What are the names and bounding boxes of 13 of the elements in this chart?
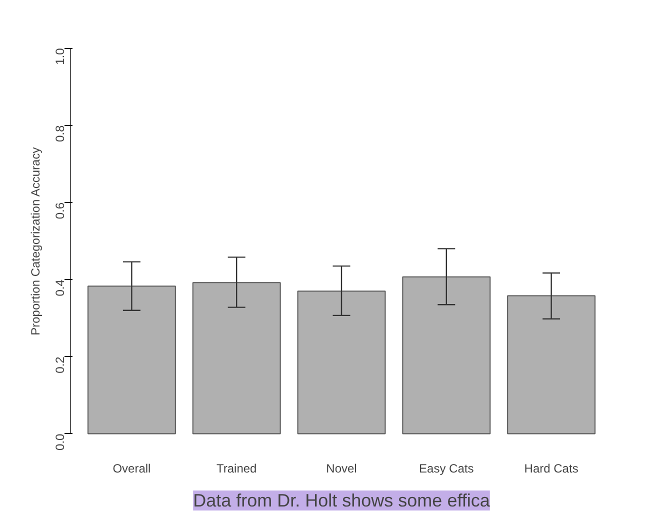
x-tick-label: Overall [112,462,151,476]
y-tick-label: 0.8 [53,125,67,142]
x-tick-label: Hard Cats [524,462,578,476]
y-tick-label: 0.0 [53,433,67,450]
x-tick-label: Trained [216,462,257,476]
x-tick-label: Novel [326,462,357,476]
y-tick-label: 0.2 [53,356,67,374]
y-tick-label: 0.6 [53,202,67,220]
text: Data from Dr. Holt shows some effica [193,490,491,510]
y-axis-title: Proportion Categorization Accuracy [28,147,42,336]
y-tick-label: 0.4 [53,279,67,296]
y-tick-label: 1.0 [53,48,67,65]
x-tick-label: Easy Cats [419,462,474,476]
